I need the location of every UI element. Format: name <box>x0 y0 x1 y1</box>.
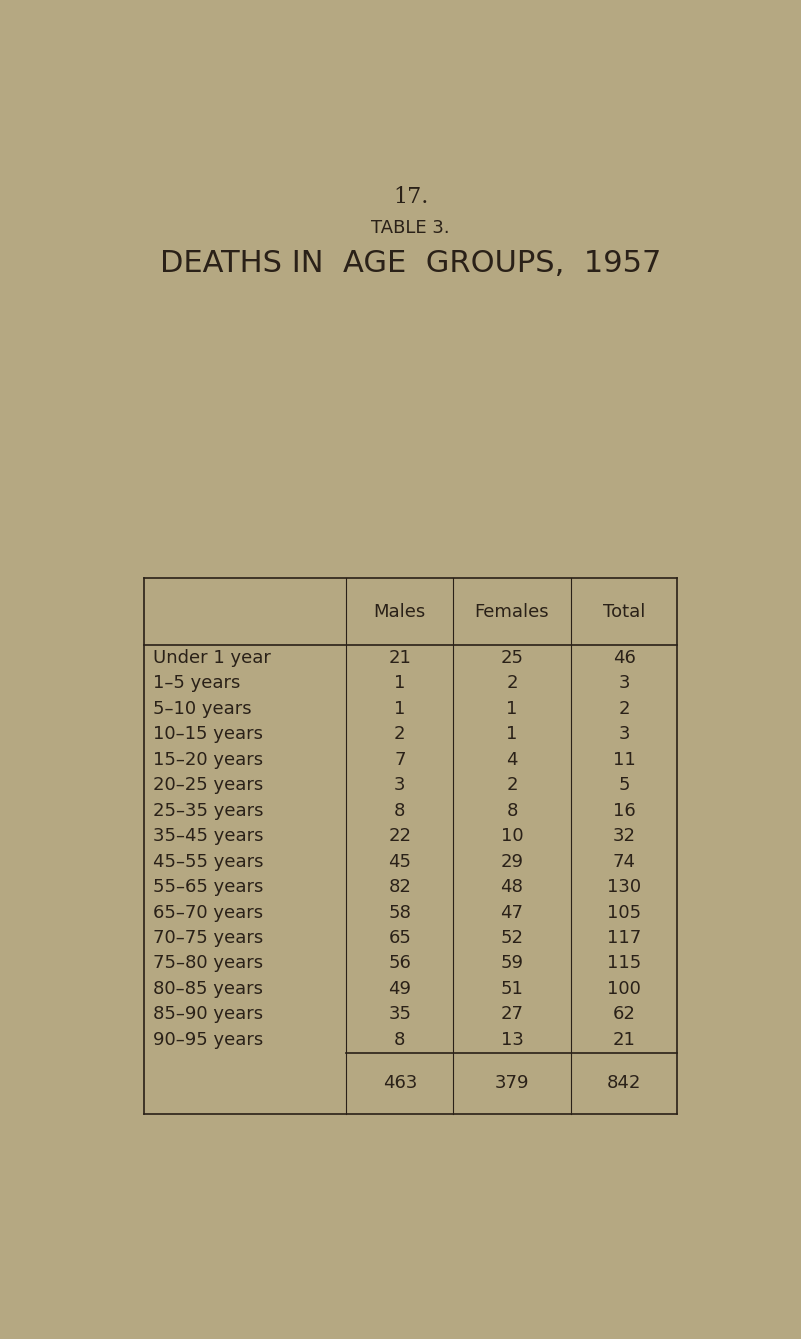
Text: 8: 8 <box>394 1031 405 1048</box>
Text: 1–5 years: 1–5 years <box>153 675 240 692</box>
Text: 46: 46 <box>613 649 635 667</box>
Text: 52: 52 <box>501 929 523 947</box>
Text: 2: 2 <box>506 675 517 692</box>
Text: 3: 3 <box>618 675 630 692</box>
Text: 379: 379 <box>495 1074 529 1093</box>
Text: 82: 82 <box>388 878 411 896</box>
Text: 32: 32 <box>613 828 635 845</box>
Text: 130: 130 <box>607 878 641 896</box>
Text: 10: 10 <box>501 828 523 845</box>
Text: 56: 56 <box>388 955 411 972</box>
Text: Females: Females <box>475 603 549 621</box>
Text: Total: Total <box>603 603 646 621</box>
Text: 10–15 years: 10–15 years <box>153 726 263 743</box>
Text: 463: 463 <box>383 1074 417 1093</box>
Text: 842: 842 <box>607 1074 642 1093</box>
Text: Under 1 year: Under 1 year <box>153 649 271 667</box>
Text: 65: 65 <box>388 929 411 947</box>
Text: TABLE 3.: TABLE 3. <box>371 218 450 237</box>
Text: 55–65 years: 55–65 years <box>153 878 264 896</box>
Text: 105: 105 <box>607 904 641 921</box>
Text: 1: 1 <box>506 700 517 718</box>
Text: 22: 22 <box>388 828 412 845</box>
Text: 8: 8 <box>394 802 405 819</box>
Text: 25: 25 <box>501 649 523 667</box>
Text: 80–85 years: 80–85 years <box>153 980 263 998</box>
Text: 3: 3 <box>394 777 405 794</box>
Text: Males: Males <box>374 603 426 621</box>
Text: 58: 58 <box>388 904 411 921</box>
Text: 48: 48 <box>501 878 523 896</box>
Text: 4: 4 <box>506 751 517 769</box>
Text: 1: 1 <box>506 726 517 743</box>
Text: 51: 51 <box>501 980 523 998</box>
Text: 21: 21 <box>388 649 411 667</box>
Text: 5–10 years: 5–10 years <box>153 700 252 718</box>
Text: 74: 74 <box>613 853 635 870</box>
Text: 100: 100 <box>607 980 641 998</box>
Text: 117: 117 <box>607 929 641 947</box>
Text: 17.: 17. <box>392 186 429 208</box>
Text: 45: 45 <box>388 853 412 870</box>
Text: 29: 29 <box>501 853 523 870</box>
Text: 3: 3 <box>618 726 630 743</box>
Text: 1: 1 <box>394 700 405 718</box>
Text: 47: 47 <box>501 904 523 921</box>
Text: 70–75 years: 70–75 years <box>153 929 264 947</box>
Text: 16: 16 <box>613 802 635 819</box>
Text: 15–20 years: 15–20 years <box>153 751 263 769</box>
Text: 5: 5 <box>618 777 630 794</box>
Text: 8: 8 <box>506 802 517 819</box>
Text: 2: 2 <box>618 700 630 718</box>
Text: 45–55 years: 45–55 years <box>153 853 264 870</box>
Text: 20–25 years: 20–25 years <box>153 777 264 794</box>
Text: 115: 115 <box>607 955 641 972</box>
Text: 85–90 years: 85–90 years <box>153 1006 263 1023</box>
Text: 59: 59 <box>501 955 523 972</box>
Text: 7: 7 <box>394 751 405 769</box>
Text: 62: 62 <box>613 1006 635 1023</box>
Text: 49: 49 <box>388 980 412 998</box>
Text: 35: 35 <box>388 1006 412 1023</box>
Text: 65–70 years: 65–70 years <box>153 904 263 921</box>
Text: 13: 13 <box>501 1031 523 1048</box>
Text: 11: 11 <box>613 751 635 769</box>
Text: 2: 2 <box>394 726 405 743</box>
Text: 35–45 years: 35–45 years <box>153 828 264 845</box>
Text: 90–95 years: 90–95 years <box>153 1031 264 1048</box>
Text: 21: 21 <box>613 1031 635 1048</box>
Text: DEATHS IN  AGE  GROUPS,  1957: DEATHS IN AGE GROUPS, 1957 <box>160 249 661 279</box>
Text: 2: 2 <box>506 777 517 794</box>
Text: 75–80 years: 75–80 years <box>153 955 263 972</box>
Text: 27: 27 <box>501 1006 523 1023</box>
Text: 1: 1 <box>394 675 405 692</box>
Text: 25–35 years: 25–35 years <box>153 802 264 819</box>
